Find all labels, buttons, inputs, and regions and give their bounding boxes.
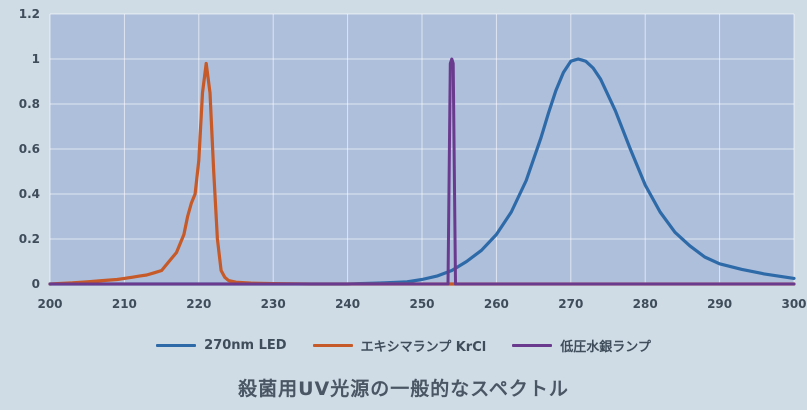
y-tick-label: 1.2	[19, 7, 40, 21]
series-line-2	[48, 57, 796, 286]
y-tick-label: 0.4	[19, 187, 40, 201]
legend-label-mercury: 低圧水銀ランプ	[560, 340, 651, 355]
x-tick-label: 210	[112, 297, 137, 311]
legend-item-led: 270nm LED	[156, 336, 287, 355]
x-tick-label: 260	[484, 297, 509, 311]
x-tick-label: 290	[707, 297, 732, 311]
y-tick-label: 0.2	[19, 232, 40, 246]
legend-label-excimer: エキシマランプ KrCl	[360, 340, 487, 355]
y-tick-label: 0.8	[19, 97, 40, 111]
y-tick-label: 0.6	[19, 142, 40, 156]
legend-label-led: 270nm LED	[204, 338, 287, 353]
x-tick-label: 270	[558, 297, 583, 311]
legend-swatch-mercury	[512, 344, 553, 347]
x-tick-label: 280	[633, 297, 658, 311]
x-tick-label: 220	[186, 297, 211, 311]
x-tick-label: 300	[781, 297, 806, 311]
x-tick-label: 230	[261, 297, 286, 311]
legend-item-excimer: エキシマランプ KrCl	[312, 336, 487, 355]
y-tick-label: 1	[32, 52, 40, 66]
legend-swatch-led	[156, 344, 197, 347]
x-tick-label: 240	[335, 297, 360, 311]
chart-caption: 殺菌用UV光源の一般的なスペクトル	[238, 378, 569, 400]
series-line-0	[48, 57, 796, 286]
chart-legend: 270nm LED エキシマランプ KrCl 低圧水銀ランプ	[0, 336, 807, 355]
legend-swatch-excimer	[312, 344, 353, 347]
series-line-1	[48, 61, 796, 286]
y-tick-label: 0	[32, 277, 40, 291]
legend-item-mercury: 低圧水銀ランプ	[512, 336, 651, 355]
spectrum-chart: 0 0.2 0.4 0.6 0.8 1 1.2 200 210 220 230 240 250 260 27…	[19, 7, 807, 311]
x-tick-label: 250	[409, 297, 434, 311]
x-tick-label: 200	[37, 297, 62, 311]
